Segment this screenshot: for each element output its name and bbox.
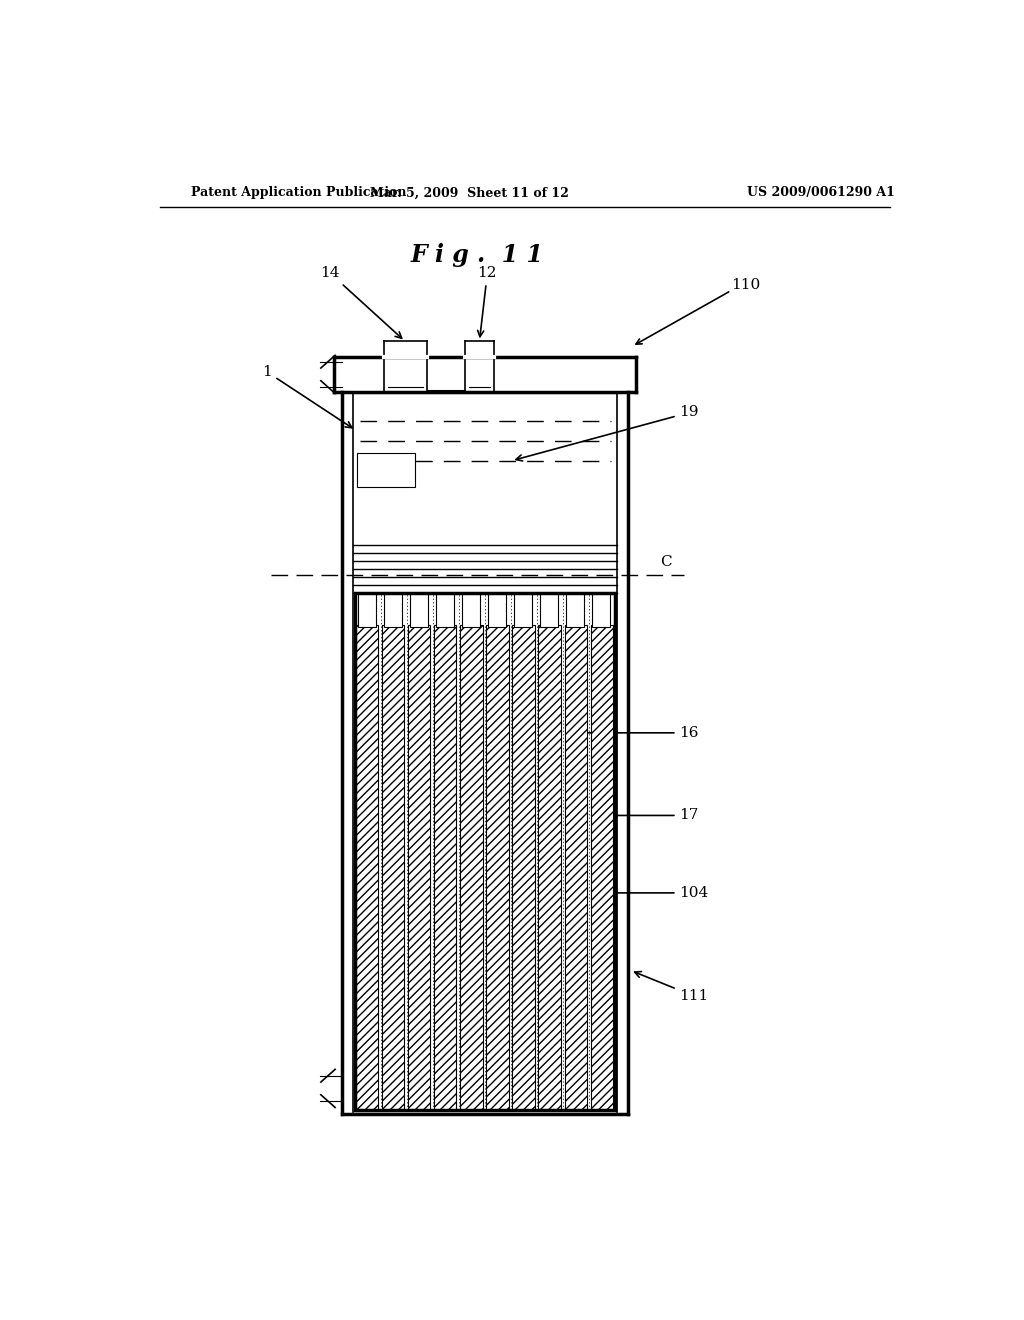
Bar [409,624,430,1110]
Text: Patent Application Publication: Patent Application Publication [191,186,407,199]
Bar [410,594,428,627]
Bar [434,624,457,1110]
Text: Mar. 5, 2009  Sheet 11 of 12: Mar. 5, 2009 Sheet 11 of 12 [370,186,568,199]
Bar [564,624,587,1110]
Bar [540,594,558,627]
Bar [355,594,615,1110]
Text: 14: 14 [321,267,401,338]
Bar [539,624,560,1110]
Bar [512,624,535,1110]
Text: US 2009/0061290 A1: US 2009/0061290 A1 [748,186,895,199]
Text: F i g .  1 1: F i g . 1 1 [411,243,544,267]
Text: 12: 12 [477,267,497,337]
Bar [487,594,506,627]
Bar [356,453,415,487]
Bar [382,624,404,1110]
Bar [514,594,532,627]
Bar [355,594,615,1110]
Bar [353,392,616,545]
Text: 111: 111 [635,972,709,1003]
Bar [591,624,612,1110]
Bar [356,624,379,1110]
Bar [461,624,482,1110]
Bar [435,594,454,627]
Bar [566,594,584,627]
Bar [486,624,509,1110]
Bar [357,594,376,627]
Text: 16: 16 [581,726,699,739]
Text: C: C [659,554,672,569]
Bar [462,594,480,627]
Text: 104: 104 [594,886,709,900]
Text: 19: 19 [516,405,699,461]
Text: 110: 110 [731,279,761,293]
Bar [384,594,401,627]
Text: 17: 17 [594,808,699,822]
Text: 1: 1 [262,364,352,428]
Bar [592,594,610,627]
